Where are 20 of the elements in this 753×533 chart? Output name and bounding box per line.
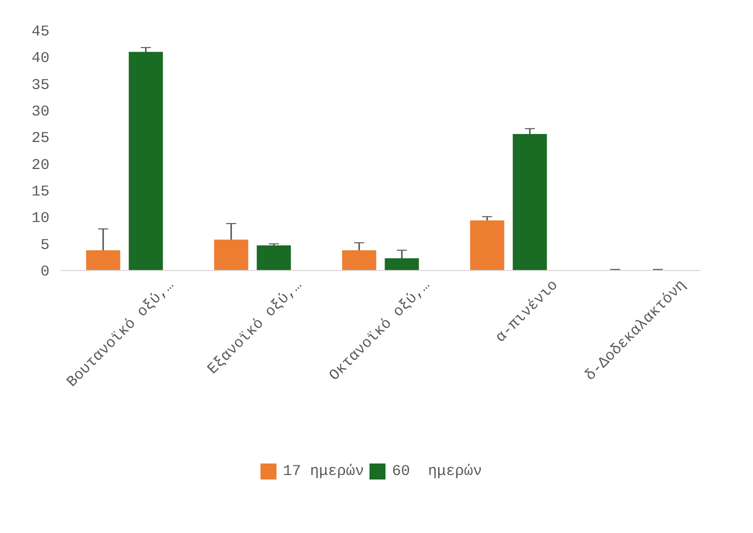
- bar: [86, 250, 120, 270]
- y-tick-label: 40: [31, 50, 50, 68]
- y-tick-label: 45: [31, 24, 50, 40]
- bar: [512, 134, 547, 270]
- y-tick-label: 0: [40, 264, 50, 280]
- y-tick-label: 20: [31, 156, 50, 174]
- bar: [128, 52, 163, 270]
- bar: [214, 240, 248, 270]
- bar: [342, 250, 376, 270]
- legend-label: 17 ημερών: [282, 462, 364, 480]
- bar: [384, 258, 419, 270]
- y-tick-label: 5: [40, 236, 50, 254]
- y-tick-label: 30: [31, 104, 50, 120]
- legend-label: 60 ημερών: [392, 462, 482, 480]
- y-tick-label: 25: [31, 130, 50, 148]
- y-tick-label: 10: [31, 210, 50, 228]
- bar: [470, 220, 504, 270]
- bar: [256, 245, 291, 270]
- y-tick-label: 35: [31, 76, 50, 94]
- y-tick-label: 15: [31, 184, 50, 200]
